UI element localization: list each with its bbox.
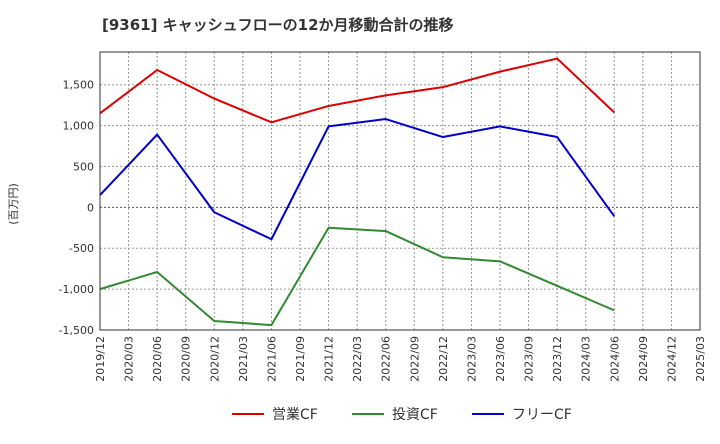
- x-tick-label: 2021/09: [294, 336, 307, 382]
- x-tick-label: 2021/12: [323, 336, 336, 382]
- x-tick-label: 2021/03: [237, 336, 250, 382]
- x-tick-label: 2023/06: [494, 336, 507, 382]
- y-tick-label: 1,000: [63, 120, 95, 133]
- legend-label: 投資CF: [392, 407, 438, 423]
- x-tick-label: 2023/12: [551, 336, 564, 382]
- y-tick-labels: -1,500 -1,000 -500 0 500 1,000 1,500: [59, 79, 94, 337]
- x-tick-label: 2022/12: [437, 336, 450, 382]
- x-tick-label: 2019/12: [94, 336, 107, 382]
- x-tick-label: 2020/12: [208, 336, 221, 382]
- y-tick-label: 1,500: [63, 79, 95, 92]
- x-tick-label: 2024/06: [608, 336, 621, 382]
- x-tick-label: 2022/06: [380, 336, 393, 382]
- y-tick-label: -1,000: [59, 283, 94, 296]
- series-line-営業CF: [99, 57, 615, 124]
- y-tick-label: 0: [87, 201, 94, 214]
- x-tick-labels: 2019/12 2020/03 2020/06 2020/09 2020/12 2021/…: [94, 336, 707, 382]
- x-tick-label: 2022/09: [408, 336, 421, 382]
- x-tick-label: 2024/09: [637, 336, 650, 382]
- y-tick-label: -1,500: [59, 324, 94, 337]
- legend-label: フリーCF: [512, 407, 572, 423]
- y-tick-label: 500: [73, 160, 94, 173]
- x-tick-label: 2024/12: [665, 336, 678, 382]
- x-tick-label: 2023/09: [523, 336, 536, 382]
- chart-title: [9361] キャッシュフローの12か月移動合計の推移: [102, 16, 454, 34]
- plot-border: [99, 51, 701, 331]
- y-tick-label: -500: [69, 242, 94, 255]
- series-layer: [99, 57, 616, 327]
- legend-label: 営業CF: [272, 407, 318, 423]
- x-tick-label: 2020/06: [151, 336, 164, 382]
- series-line-投資CF: [99, 226, 615, 327]
- x-tick-label: 2025/03: [694, 336, 707, 382]
- x-tick-label: 2021/06: [265, 336, 278, 382]
- x-tick-label: 2022/03: [351, 336, 364, 382]
- x-tick-label: 2024/03: [580, 336, 593, 382]
- legend: 営業CF 投資CF フリーCF: [232, 407, 572, 423]
- x-tick-label: 2020/03: [123, 336, 136, 382]
- x-tick-label: 2023/03: [465, 336, 478, 382]
- x-tick-label: 2020/09: [180, 336, 193, 382]
- y-axis-label: (百万円): [7, 183, 20, 225]
- series-line-フリーCF: [99, 118, 616, 241]
